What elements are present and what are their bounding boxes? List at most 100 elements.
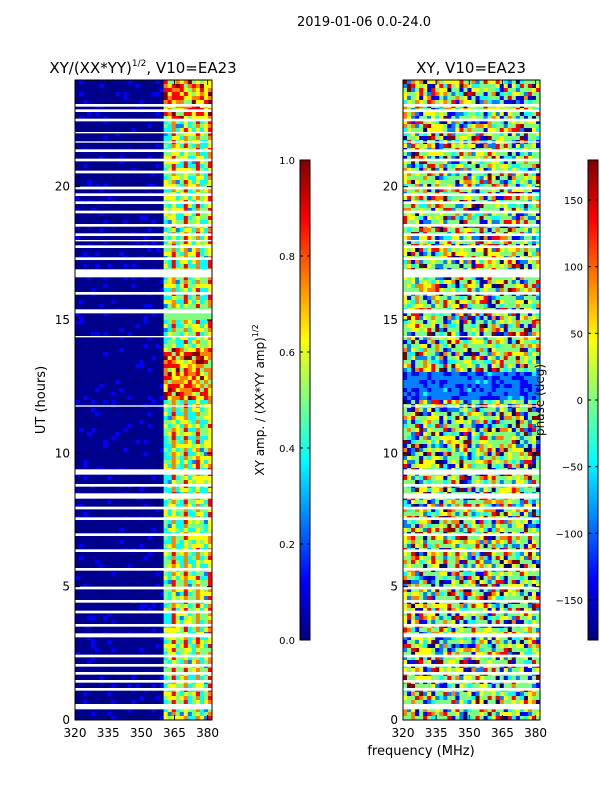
left-heatmap-cell <box>175 144 181 149</box>
right-heatmap-cell <box>411 296 416 301</box>
left-heatmap-cell <box>203 152 209 157</box>
right-heatmap-cell <box>439 168 444 173</box>
right-heatmap-cell <box>531 212 537 217</box>
right-heatmap-cell <box>495 248 501 253</box>
right-heatmap-cell <box>463 80 468 85</box>
right-heatmap-cell <box>479 196 484 201</box>
left-heatmap-cell <box>83 304 88 309</box>
right-heatmap-cell <box>483 312 488 317</box>
right-heatmap-cell <box>483 92 488 97</box>
right-heatmap-cell <box>435 80 440 85</box>
right-heatmap-cell <box>439 240 444 245</box>
right-heatmap-cell <box>451 204 456 209</box>
right-heatmap-cell <box>487 188 492 193</box>
right-heatmap-cell <box>443 156 448 161</box>
left-heatmap-cell <box>167 196 173 201</box>
left-heatmap-cell <box>91 172 96 177</box>
right-heatmap-cell <box>491 264 496 269</box>
left-heatmap-cell <box>179 240 185 245</box>
left-heatmap-cell <box>175 572 181 577</box>
right-heatmap-cell <box>523 132 529 137</box>
left-heatmap-cell <box>203 332 209 337</box>
right-heatmap-cell <box>523 248 529 253</box>
right-heatmap-cell <box>495 208 501 213</box>
right-heatmap-cell <box>463 208 468 213</box>
left-heatmap-cell <box>199 452 205 457</box>
left-heatmap-cell <box>99 288 104 293</box>
left-heatmap-cell <box>175 592 181 597</box>
left-heatmap-cell <box>167 88 173 93</box>
right-heatmap-cell <box>411 116 416 121</box>
right-heatmap-cell <box>479 112 484 117</box>
right-heatmap-cell <box>447 320 452 325</box>
right-heatmap-cell <box>523 288 529 293</box>
right-heatmap-cell <box>423 100 428 105</box>
left-heatmap-cell <box>191 156 197 161</box>
left-heatmap-cell <box>163 564 168 569</box>
right-heatmap-cell <box>435 188 440 193</box>
left-heatmap-cell <box>171 700 177 705</box>
right-heatmap-cell <box>423 280 428 285</box>
right-heatmap-cell <box>495 264 501 269</box>
left-heatmap-cell <box>207 464 212 469</box>
left-heatmap-cell <box>183 592 189 597</box>
right-heatmap-cell <box>435 240 440 245</box>
right-heatmap-cell <box>491 100 496 105</box>
left-heatmap-cell <box>171 416 177 421</box>
right-heatmap-cell <box>527 236 533 241</box>
right-heatmap-cell <box>515 128 521 133</box>
right-heatmap-cell <box>531 124 537 129</box>
right-heatmap-cell <box>407 164 412 169</box>
right-heatmap-cell <box>531 276 537 281</box>
right-heatmap-cell <box>503 220 509 225</box>
right-heatmap-cell <box>519 280 525 285</box>
left-heatmap-cell <box>199 280 205 285</box>
right-heatmap-cell <box>415 284 420 289</box>
left-heatmap-cell <box>95 332 100 337</box>
left-heatmap-cell <box>191 360 197 365</box>
left-heatmap-cell <box>179 264 185 269</box>
left-heatmap-cell <box>207 424 212 429</box>
left-heatmap-cell <box>203 380 209 385</box>
left-heatmap-cell <box>163 364 168 369</box>
left-heatmap-cell <box>135 236 140 241</box>
right-heatmap-cell <box>463 164 468 169</box>
right-heatmap-cell <box>419 364 424 369</box>
right-heatmap-cell <box>535 340 540 345</box>
left-heatmap-cell <box>103 312 108 317</box>
right-heatmap-cell <box>407 280 412 285</box>
left-heatmap-cell <box>127 684 132 689</box>
right-heatmap-cell <box>415 288 420 293</box>
right-heatmap-cell <box>475 212 480 217</box>
right-heatmap-cell <box>499 356 505 361</box>
right-heatmap-cell <box>479 236 484 241</box>
right-heatmap-cell <box>491 136 496 141</box>
left-heatmap-cell <box>187 408 193 413</box>
right-heatmap-cell <box>507 284 513 289</box>
right-heatmap-cell <box>443 112 448 117</box>
right-heatmap-cell <box>503 144 509 149</box>
right-heatmap-cell <box>403 128 408 133</box>
left-heatmap-cell <box>179 420 185 425</box>
left-heatmap-cell <box>179 376 185 381</box>
left-heatmap-cell <box>171 524 177 529</box>
left-heatmap-cell <box>171 156 177 161</box>
left-heatmap-cell <box>191 580 197 585</box>
left-heatmap-cell <box>147 552 152 557</box>
left-heatmap-cell <box>107 500 112 505</box>
left-heatmap-cell <box>191 100 197 105</box>
right-heatmap-cell <box>447 280 452 285</box>
left-heatmap-cell <box>203 684 209 689</box>
left-heatmap-cell <box>187 96 193 101</box>
left-heatmap-cell <box>143 504 148 509</box>
left-heatmap-cell <box>183 444 189 449</box>
left-heatmap-cell <box>191 708 197 713</box>
left-heatmap-cell <box>207 304 212 309</box>
left-heatmap-cell <box>83 684 88 689</box>
right-heatmap-cell <box>535 312 540 317</box>
right-heatmap-cell <box>443 164 448 169</box>
right-heatmap-cell <box>483 212 488 217</box>
left-heatmap-cell <box>199 628 205 633</box>
right-heatmap-cell <box>439 356 444 361</box>
right-heatmap-cell <box>459 84 464 89</box>
